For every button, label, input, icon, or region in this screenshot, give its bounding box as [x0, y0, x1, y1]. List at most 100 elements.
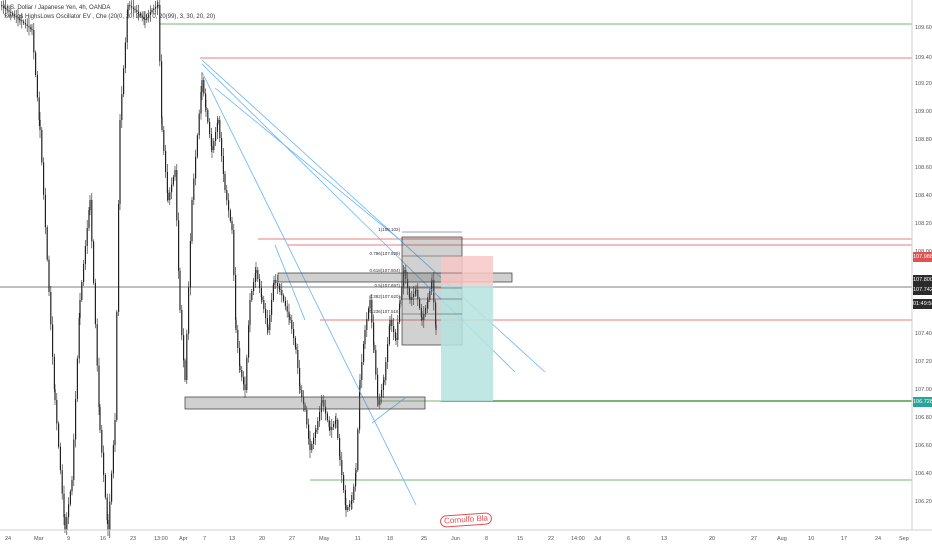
candle-body: [64, 517, 66, 530]
candle-body: [321, 400, 323, 403]
candle-body: [86, 228, 88, 246]
candle-body: [366, 319, 368, 330]
time-tick-label: 20: [259, 536, 266, 542]
candle-body: [172, 176, 174, 185]
candle-body: [203, 80, 205, 94]
candle-body: [103, 452, 105, 475]
candle-body: [54, 389, 56, 400]
time-tick-label: Jul: [594, 536, 602, 542]
candle-body: [334, 421, 336, 424]
candle-body: [68, 504, 70, 518]
candle-body: [104, 475, 106, 498]
candle-body: [408, 288, 410, 297]
candle-body: [323, 400, 325, 407]
candle-body: [88, 210, 90, 228]
candle-body: [226, 190, 228, 201]
time-tick-label: 11: [355, 536, 361, 542]
candle-body: [46, 227, 48, 260]
candle-body: [371, 300, 373, 323]
candle-body: [405, 270, 407, 279]
time-tick-label: Jun: [451, 536, 460, 542]
candle-body: [132, 7, 134, 9]
candle-body: [301, 390, 303, 398]
candle-body: [425, 308, 427, 314]
candle-body: [131, 6, 133, 8]
candle-body: [275, 280, 277, 283]
candle-body: [148, 14, 150, 18]
chart-legend: U.S. Dollar / Japanese Yen, 4h, OANDA Sw…: [4, 4, 215, 22]
candle-body: [221, 138, 223, 156]
candle-body: [349, 504, 351, 507]
candle-body: [209, 122, 211, 134]
candle-body: [363, 344, 365, 362]
candle-body: [350, 501, 352, 504]
candle-body: [61, 470, 63, 494]
time-tick-label: 14:00: [571, 536, 585, 542]
candle-body: [15, 15, 17, 18]
candle-body: [159, 5, 161, 62]
candle-body: [48, 259, 50, 292]
candle-body: [156, 5, 158, 7]
candle-body: [415, 290, 417, 291]
candle-body: [56, 400, 58, 424]
candle-body: [3, 6, 5, 8]
candle-body: [129, 5, 131, 7]
short-position-tool: [441, 256, 493, 401]
candle-body: [106, 497, 108, 520]
price-tick-label: 108.80: [915, 137, 932, 143]
time-tick-label: 20: [709, 536, 716, 542]
candle-body: [325, 406, 327, 414]
candle-body: [69, 491, 71, 505]
candle-body: [21, 20, 23, 22]
candle-body: [35, 52, 37, 75]
time-tick-label: 9: [67, 536, 71, 542]
candle-body: [248, 325, 250, 358]
candle-body: [161, 117, 163, 130]
candlestick-series: [1, 0, 437, 538]
candle-body: [407, 279, 409, 288]
candle-body: [241, 370, 243, 378]
candle-body: [297, 350, 299, 368]
candle-body: [267, 327, 269, 330]
candle-body: [319, 412, 321, 421]
candle-body: [368, 308, 370, 320]
candle-body: [83, 264, 85, 282]
candle-body: [161, 61, 163, 118]
candle-body: [181, 310, 183, 336]
time-tick-label: 16: [100, 536, 107, 542]
candle-body: [289, 317, 291, 320]
candle-body: [184, 360, 186, 380]
candle-body: [255, 270, 257, 273]
fib-label: 0.382(107.620): [369, 294, 400, 299]
candle-body: [333, 424, 335, 427]
time-tick-label: 25: [421, 536, 428, 542]
candle-body: [28, 26, 30, 28]
candle-body: [183, 335, 185, 361]
candle-body: [79, 300, 81, 318]
candle-body: [157, 5, 159, 6]
fib-label: 1(108.102): [378, 227, 400, 232]
candle-body: [78, 318, 80, 359]
candle-body: [426, 302, 428, 308]
candle-body: [1, 5, 3, 7]
candle-body: [66, 517, 68, 530]
candle-body: [271, 300, 273, 315]
trend-line: [371, 397, 406, 424]
candle-body: [215, 132, 217, 141]
candle-body: [30, 27, 32, 29]
candle-body: [304, 404, 306, 410]
candle-body: [355, 470, 357, 473]
candle-body: [63, 493, 65, 517]
time-tick-label: 24: [875, 536, 882, 542]
candle-body: [345, 505, 347, 510]
candle-body: [205, 93, 207, 107]
candle-body: [272, 285, 274, 300]
candle-body: [314, 432, 316, 438]
candle-body: [134, 8, 136, 10]
candle-body: [355, 473, 357, 487]
price-badge: 107.800: [913, 275, 932, 285]
take-profit-zone: [441, 286, 493, 401]
candle-body: [163, 130, 165, 151]
